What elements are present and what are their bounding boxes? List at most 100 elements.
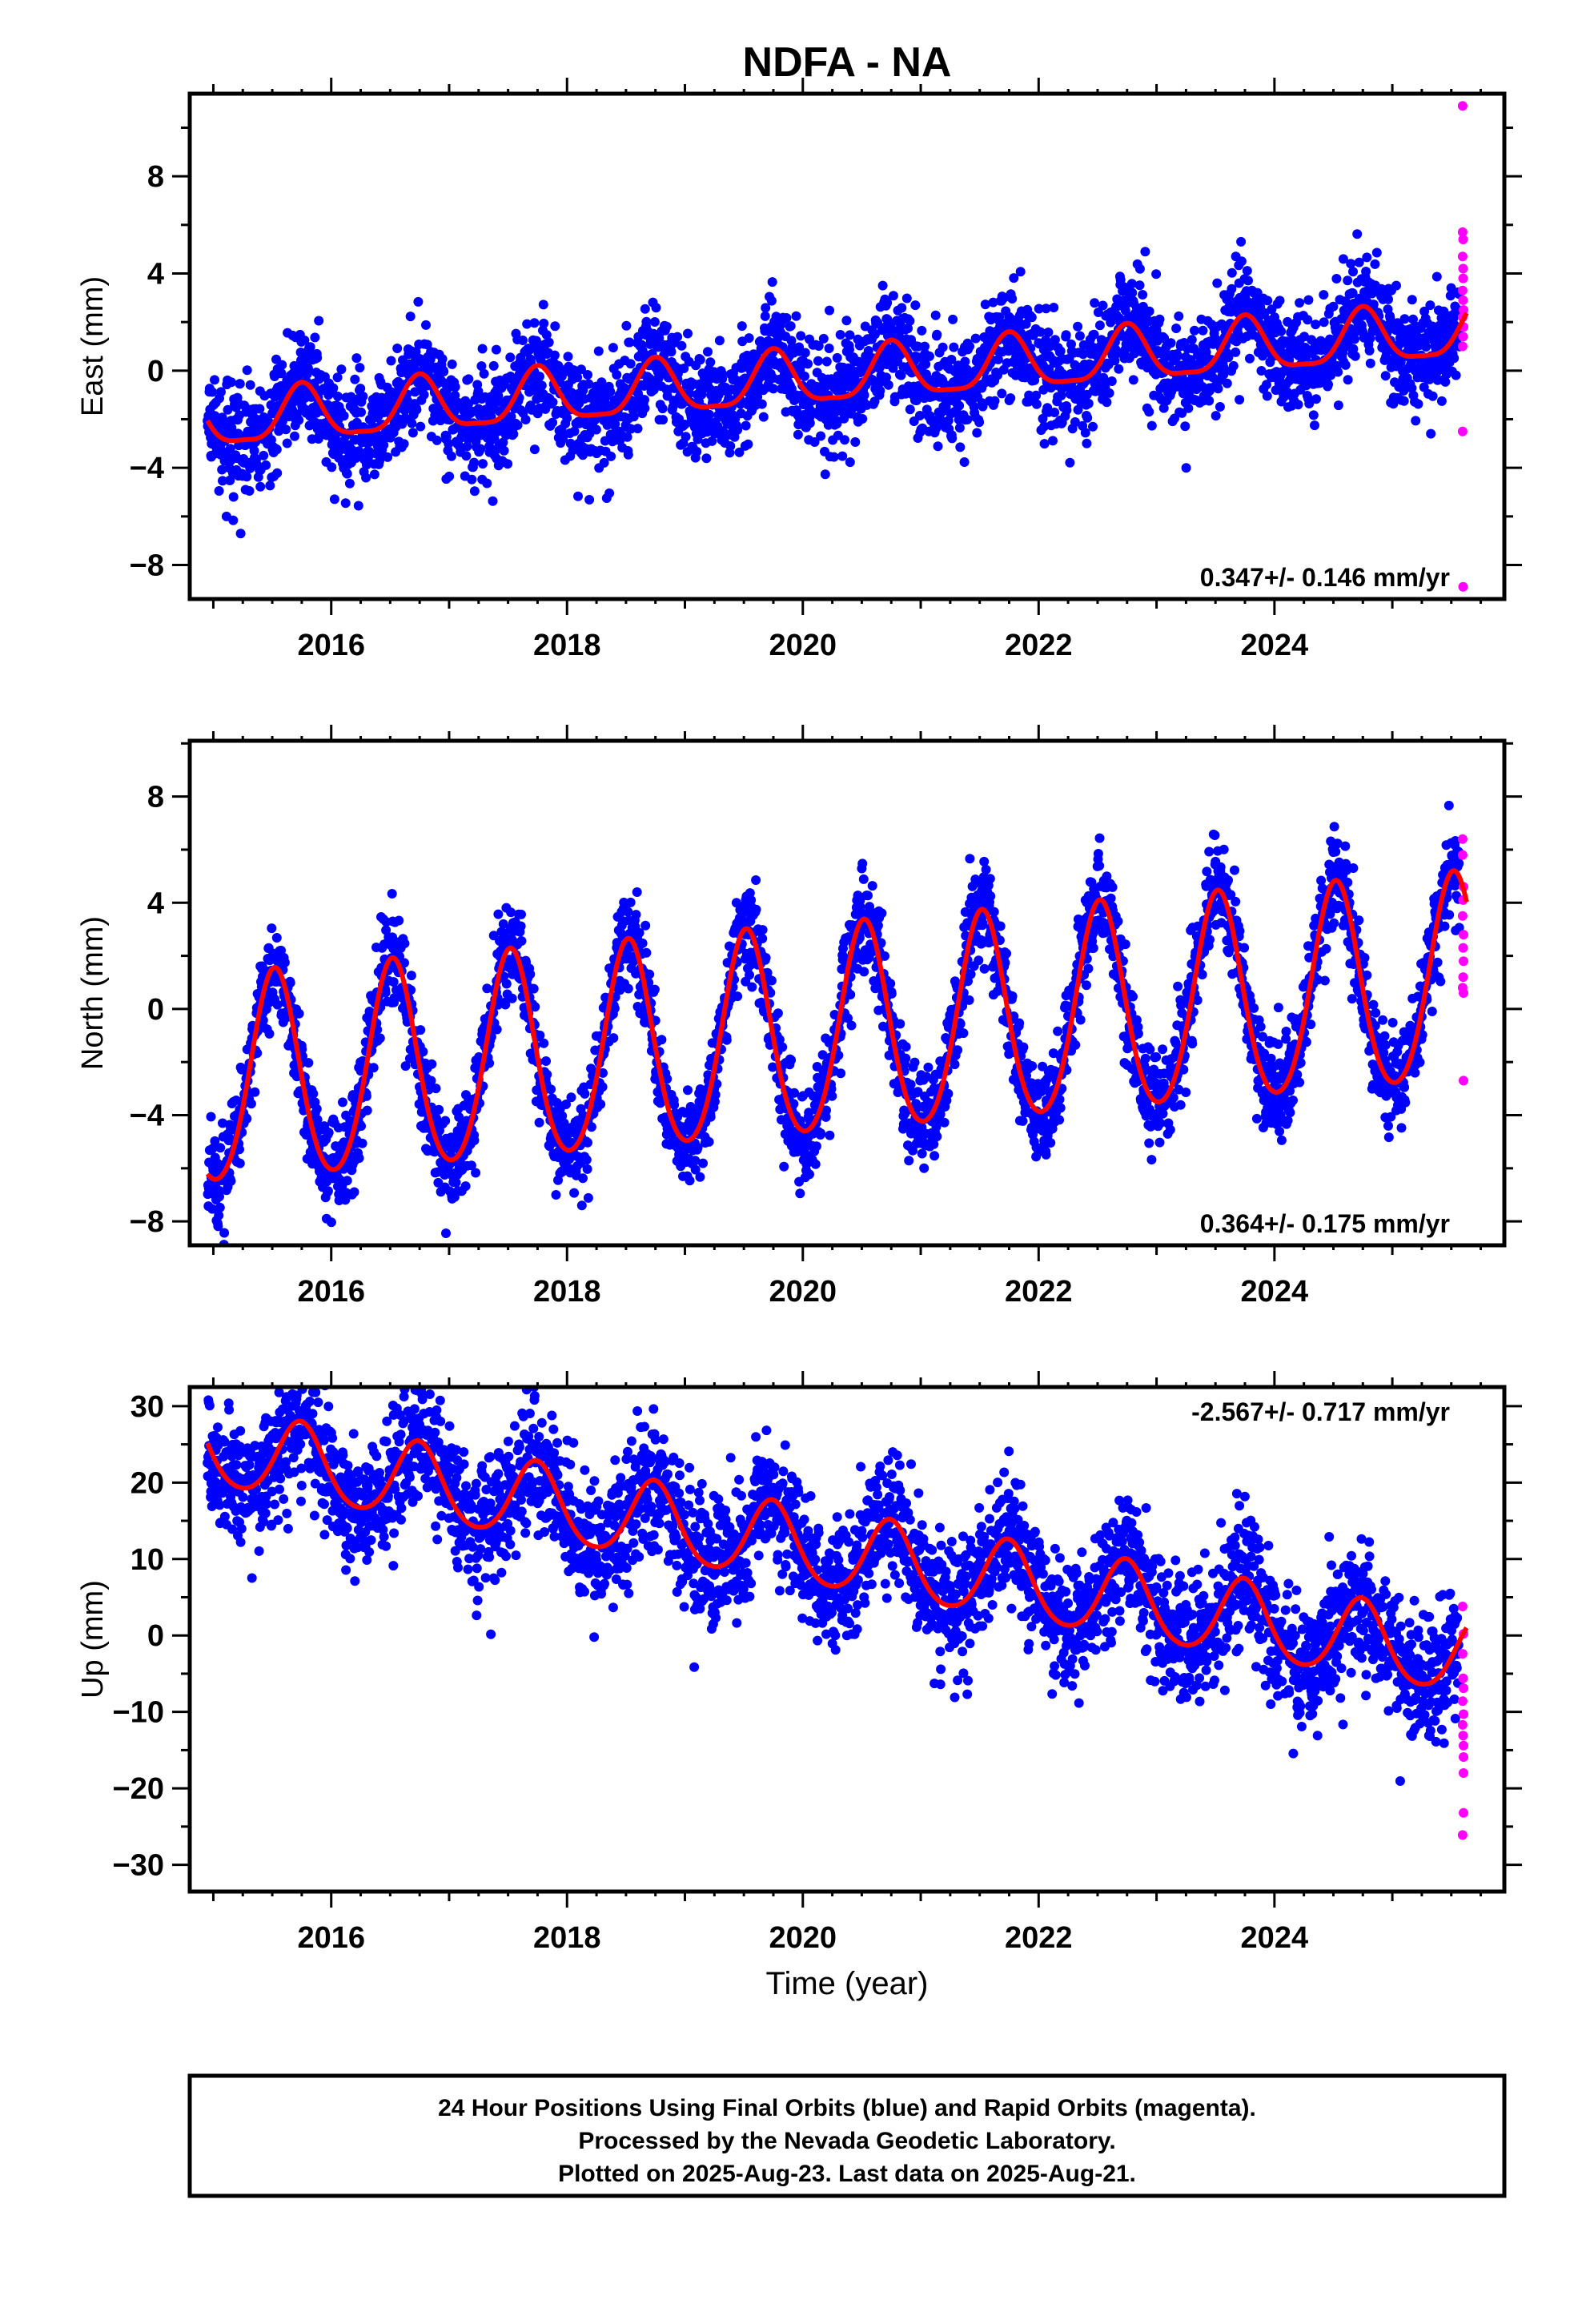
final-orbit-point [446, 451, 456, 461]
final-orbit-point [680, 420, 690, 429]
final-orbit-point [358, 392, 368, 401]
final-orbit-point [606, 451, 616, 461]
rapid-orbit-point [1457, 285, 1468, 296]
final-orbit-point [466, 1160, 476, 1171]
final-orbit-point [1328, 301, 1339, 312]
final-orbit-point [516, 921, 526, 931]
final-orbit-point [1089, 329, 1099, 340]
final-orbit-point [1303, 315, 1313, 325]
final-orbit-point [405, 312, 416, 322]
final-orbit-point [1128, 375, 1138, 385]
final-orbit-point [993, 354, 1003, 364]
final-orbit-point [612, 370, 622, 380]
final-orbit-point [910, 300, 921, 311]
final-orbit-point [1070, 417, 1080, 427]
rapid-orbit-points [1457, 101, 1468, 592]
final-orbit-point [261, 460, 271, 470]
final-orbit-point [805, 418, 815, 428]
final-orbit-point [1134, 280, 1145, 291]
final-orbit-point [1348, 267, 1358, 277]
final-orbit-point [1114, 364, 1124, 374]
final-orbit-point [896, 370, 906, 380]
final-orbit-point [845, 330, 855, 340]
final-orbit-point [1236, 236, 1247, 247]
final-orbit-point [1160, 352, 1170, 363]
x-tick-label: 2020 [769, 629, 837, 662]
final-orbit-point [1104, 388, 1114, 398]
final-orbit-point [705, 1112, 716, 1122]
final-orbit-point [724, 393, 734, 404]
final-orbit-point [734, 447, 745, 457]
final-orbit-point [695, 355, 705, 365]
final-orbit-point [210, 1136, 220, 1146]
final-orbit-point [960, 356, 970, 367]
final-orbit-point [591, 424, 601, 435]
rapid-orbit-point [1458, 235, 1468, 244]
final-orbit-point [709, 1096, 720, 1107]
final-orbit-point [308, 1088, 319, 1099]
final-orbit-point [375, 1033, 385, 1043]
final-orbit-point [1074, 331, 1085, 341]
final-orbit-point [541, 330, 552, 340]
final-orbit-point [970, 333, 981, 344]
final-orbit-point [628, 412, 639, 422]
final-orbit-point [206, 1112, 216, 1122]
final-orbit-point [1026, 312, 1037, 323]
final-orbit-point [1440, 376, 1451, 387]
final-orbit-point [1021, 319, 1031, 329]
final-orbit-point [1201, 347, 1211, 357]
final-orbit-point [427, 1059, 437, 1069]
final-orbit-point [416, 421, 426, 432]
final-orbit-point [832, 352, 842, 363]
final-orbit-point [441, 1228, 451, 1238]
final-orbit-point [1347, 288, 1358, 298]
final-orbit-point [1413, 399, 1423, 409]
final-orbit-point [733, 424, 743, 435]
final-orbit-point [580, 1088, 590, 1099]
final-orbit-point [903, 324, 913, 334]
final-orbit-point [525, 969, 536, 979]
final-orbit-point [1365, 358, 1375, 368]
final-orbit-point [421, 320, 431, 330]
rapid-orbit-point [1458, 295, 1468, 305]
final-orbit-point [508, 429, 519, 439]
final-orbit-point [931, 424, 942, 434]
final-orbit-point [215, 1143, 226, 1153]
final-orbit-point [1045, 341, 1055, 352]
final-orbit-point [949, 342, 959, 352]
final-orbit-point [242, 365, 252, 376]
final-orbit-point [566, 1092, 576, 1103]
final-orbit-point [482, 983, 492, 994]
final-orbit-point [1106, 376, 1117, 386]
final-orbit-point [355, 384, 366, 394]
final-orbit-point [640, 920, 651, 931]
final-orbit-point [1391, 280, 1401, 291]
final-orbit-point [641, 947, 652, 958]
final-orbit-point [1038, 413, 1048, 424]
final-orbit-point [314, 316, 324, 326]
final-orbit-point [1198, 325, 1208, 336]
final-orbit-point [422, 340, 432, 350]
final-orbit-point [695, 1172, 705, 1182]
final-orbit-point [610, 419, 620, 429]
final-orbit-point [549, 350, 560, 360]
final-orbit-point [767, 277, 777, 287]
final-orbit-point [1235, 395, 1245, 405]
final-orbit-point [1370, 259, 1380, 269]
final-orbit-point [258, 1015, 268, 1025]
final-orbit-point [272, 999, 283, 1010]
final-orbit-point [1039, 439, 1050, 449]
final-orbit-point [1034, 304, 1044, 314]
final-orbit-point [561, 1100, 571, 1109]
final-orbit-point [412, 404, 422, 415]
final-orbit-point [1371, 247, 1382, 258]
final-orbit-point [281, 424, 291, 435]
final-orbit-point [551, 1190, 561, 1200]
final-orbit-point [845, 344, 854, 355]
final-orbit-point [351, 353, 362, 364]
final-orbit-point [418, 1047, 428, 1057]
final-orbit-point [883, 380, 893, 390]
final-orbit-point [462, 441, 472, 452]
final-orbit-point [408, 428, 418, 438]
final-orbit-point [1031, 390, 1042, 400]
